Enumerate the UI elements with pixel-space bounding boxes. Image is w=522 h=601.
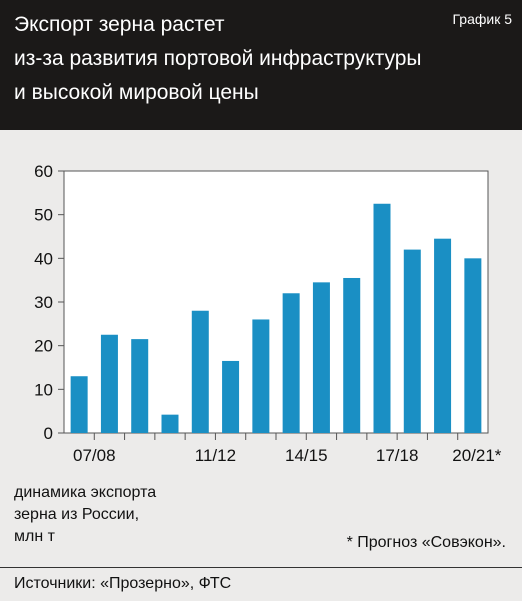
sources-text: Источники: «Прозерно», ФТС (14, 575, 232, 592)
y-tick-label: 50 (34, 206, 53, 225)
bar-16-17 (343, 277, 361, 433)
title-line-2: из-за развития портовой инфраструктуры (14, 47, 422, 70)
bar-20-21- (464, 258, 482, 433)
y-tick-label: 30 (34, 293, 53, 312)
bar-14-15 (282, 293, 300, 433)
bar-12-13 (222, 360, 240, 433)
header-bar: Экспорт зерна растет из-за развития порт… (0, 0, 522, 130)
note-line-3: млн т (14, 528, 55, 545)
y-tick-label: 10 (34, 380, 53, 399)
x-tick-label: 14/15 (285, 446, 328, 465)
bar-11-12 (191, 310, 209, 433)
bar-09-10 (131, 339, 149, 433)
x-tick-label: 17/18 (376, 446, 419, 465)
unit-note: динамика экспорта зерна из России, млн т (14, 482, 156, 548)
title-line-3: и высокой мировой цены (14, 81, 259, 104)
bar-17-18 (373, 203, 391, 433)
bar-08-09 (100, 334, 118, 433)
bar-13-14 (252, 319, 270, 433)
title-line-1: Экспорт зерна растет (14, 13, 225, 36)
chart-title: Экспорт зерна растет из-за развития порт… (14, 8, 474, 110)
y-tick-label: 40 (34, 249, 53, 268)
bar-15-16 (312, 282, 330, 433)
y-tick-label: 60 (34, 162, 53, 181)
plot-area (63, 170, 489, 434)
x-tick-label: 11/12 (195, 446, 236, 465)
bar-10-11 (161, 414, 179, 433)
bar-07-08 (70, 376, 88, 433)
x-tick-label: 20/21* (452, 446, 502, 465)
bar-18-19 (403, 249, 421, 433)
y-tick-label: 0 (44, 424, 53, 443)
x-tick-label: 07/08 (73, 446, 116, 465)
bar-19-20 (434, 238, 452, 433)
forecast-footnote: * Прогноз «Совэкон». (346, 534, 506, 551)
note-line-2: зерна из России, (14, 506, 140, 523)
figure-number: График 5 (452, 11, 512, 27)
note-line-1: динамика экспорта (14, 484, 157, 501)
y-tick-label: 20 (34, 337, 53, 356)
bar-chart: 0 10 20 30 40 50 60 07/08 11/12 14/15 17/18 20/21* (34, 162, 502, 465)
sources-bar: Источники: «Прозерно», ФТС (0, 567, 522, 601)
